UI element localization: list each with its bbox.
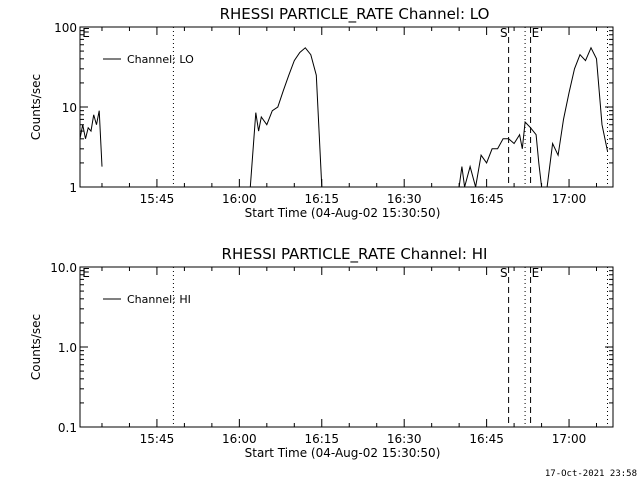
marker-label: S	[500, 26, 508, 40]
x-tick-label: 17:00	[552, 192, 587, 206]
marker-label: E	[532, 26, 540, 40]
x-tick-label: 15:45	[140, 192, 175, 206]
timestamp: 17-Oct-2021 23:58	[545, 469, 637, 479]
legend-label: Channel: HI	[127, 293, 191, 306]
y-axis-label: Counts/sec	[29, 74, 43, 140]
x-tick-label: 16:00	[222, 432, 257, 446]
plot-frame	[79, 266, 614, 428]
chart-title: RHESSI PARTICLE_RATE Channel: LO	[220, 5, 490, 24]
marker-label: E	[82, 266, 90, 280]
chart-title: RHESSI PARTICLE_RATE Channel: HI	[222, 245, 488, 264]
x-tick-label: 16:45	[469, 432, 504, 446]
y-axis-label: Counts/sec	[29, 314, 43, 380]
x-tick-label: 16:00	[222, 192, 257, 206]
y-tick-label: 1	[69, 181, 77, 195]
series-line	[546, 46, 608, 188]
y-tick-label: 100	[54, 21, 77, 35]
x-axis-label: Start Time (04-Aug-02 15:30:50)	[245, 446, 441, 460]
y-tick-label: 0.1	[58, 421, 77, 435]
x-tick-label: 15:45	[140, 432, 175, 446]
x-tick-label: 16:30	[387, 192, 422, 206]
plot-frame	[79, 26, 614, 188]
y-tick-label: 10	[62, 101, 77, 115]
plot-lo: RHESSI PARTICLE_RATE Channel: LO 15:45 16:…	[29, 5, 614, 220]
x-tick-label: 16:45	[469, 192, 504, 206]
marker-label: E	[532, 266, 540, 280]
y-tick-label: 1.0	[58, 341, 77, 355]
series-line	[458, 120, 543, 188]
series-line	[79, 110, 103, 167]
marker-label: E	[82, 26, 90, 40]
y-tick-label: 10.0	[50, 261, 77, 275]
series-line	[249, 47, 323, 188]
x-tick-label: 16:30	[387, 432, 422, 446]
legend-label: Channel: LO	[127, 53, 194, 66]
x-tick-label: 16:15	[304, 192, 339, 206]
x-tick-label: 17:00	[552, 432, 587, 446]
x-tick-label: 16:15	[304, 432, 339, 446]
plot-hi: RHESSI PARTICLE_RATE Channel: HI 15:45 16:…	[29, 245, 614, 460]
marker-label: S	[500, 266, 508, 280]
x-axis-label: Start Time (04-Aug-02 15:30:50)	[245, 206, 441, 220]
